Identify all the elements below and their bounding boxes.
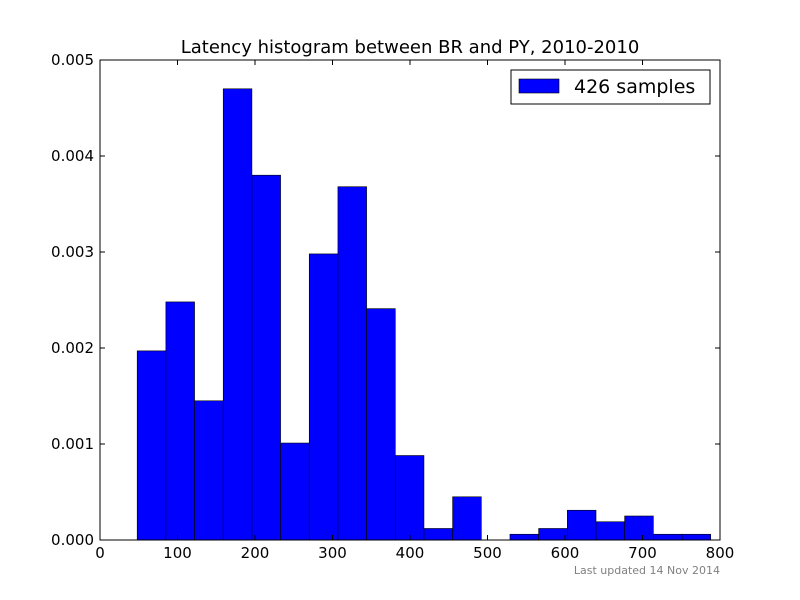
y-tick-label: 0.001 (51, 435, 94, 453)
x-tick-label: 200 (241, 544, 270, 562)
last-updated-note: Last updated 14 Nov 2014 (574, 564, 720, 577)
y-tick-label: 0.002 (51, 339, 94, 357)
histogram-bar-19 (681, 533, 712, 541)
histogram-bar-8 (366, 308, 396, 541)
histogram-bar-5 (280, 442, 310, 541)
histogram-bar-16 (595, 521, 625, 541)
histogram-bar-0 (136, 350, 167, 541)
x-tick-label: 100 (163, 544, 192, 562)
bars-group (136, 88, 712, 541)
histogram-bar-1 (165, 301, 195, 541)
legend: 426 samples (510, 69, 711, 105)
y-tick-label: 0.004 (51, 147, 94, 165)
histogram-bar-14 (538, 528, 568, 541)
x-tick-label: 800 (706, 544, 735, 562)
legend-label: 426 samples (574, 76, 695, 98)
x-tick-label: 0 (95, 544, 105, 562)
histogram-bar-13 (509, 533, 539, 541)
histogram-bar-9 (394, 455, 425, 541)
histogram-bar-3 (222, 88, 253, 541)
y-tick-label: 0.000 (51, 531, 94, 549)
y-tick-label: 0.005 (51, 51, 94, 69)
histogram-bar-11 (452, 496, 482, 541)
y-tick-label: 0.003 (51, 243, 94, 261)
chart-title: Latency histogram between BR and PY, 201… (181, 37, 640, 58)
x-tick-label: 300 (318, 544, 347, 562)
legend-swatch (518, 78, 560, 94)
x-tick-label: 700 (628, 544, 657, 562)
histogram-bar-10 (423, 528, 453, 541)
x-axis-ticks: 0 100 200 300 400 500 600 700 800 (95, 60, 734, 562)
histogram-bar-17 (624, 515, 654, 541)
histogram-bar-7 (337, 186, 367, 541)
histogram-bar-4 (251, 174, 281, 541)
x-tick-label: 400 (396, 544, 425, 562)
histogram-bar-2 (194, 400, 224, 541)
histogram-bar-18 (653, 533, 683, 541)
histogram-bar-6 (308, 253, 339, 541)
histogram-bar-15 (567, 509, 597, 541)
x-tick-label: 600 (551, 544, 580, 562)
y-axis-ticks: 0.000 0.001 0.002 0.003 0.004 0.005 (51, 51, 720, 549)
x-tick-label: 500 (473, 544, 502, 562)
